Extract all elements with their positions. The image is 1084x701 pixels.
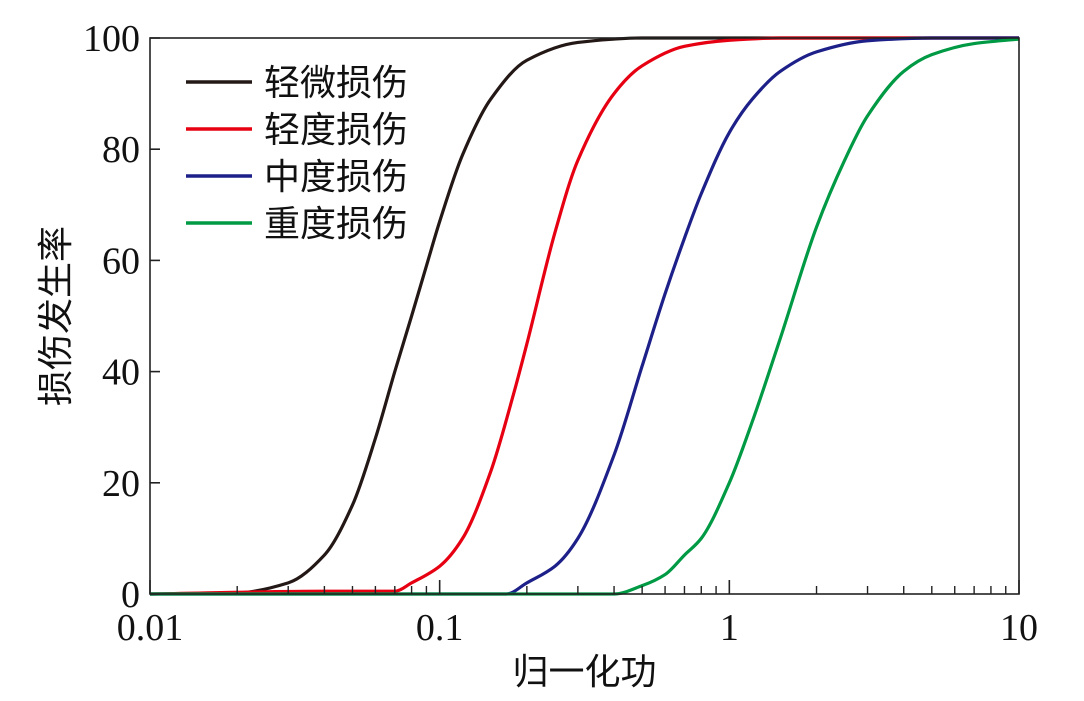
x-axis-title: 归一化功 [512, 652, 656, 693]
x-tick-label: 1 [720, 607, 739, 649]
plot-frame [149, 37, 1020, 595]
x-tick-label: 10 [1000, 607, 1038, 649]
y-tick-label: 60 [102, 240, 140, 282]
y-axis-title: 损伤发生率 [36, 226, 77, 406]
y-tick-label: 80 [102, 129, 140, 171]
series-line-3 [150, 36, 1019, 596]
legend-label-4: 重度损伤 [264, 204, 408, 245]
x-tick-label: 0.01 [117, 607, 184, 649]
y-tick-label: 20 [102, 463, 140, 505]
y-tick-label: 40 [102, 352, 140, 394]
legend-label-1: 轻微损伤 [264, 63, 408, 104]
y-tick-label: 0 [121, 574, 140, 616]
y-tick-label: 100 [83, 18, 140, 60]
legend-label-3: 中度损伤 [264, 157, 408, 198]
legend-label-2: 轻度损伤 [264, 110, 408, 151]
series-line-4 [150, 37, 1019, 596]
x-tick-label: 0.1 [416, 607, 464, 649]
